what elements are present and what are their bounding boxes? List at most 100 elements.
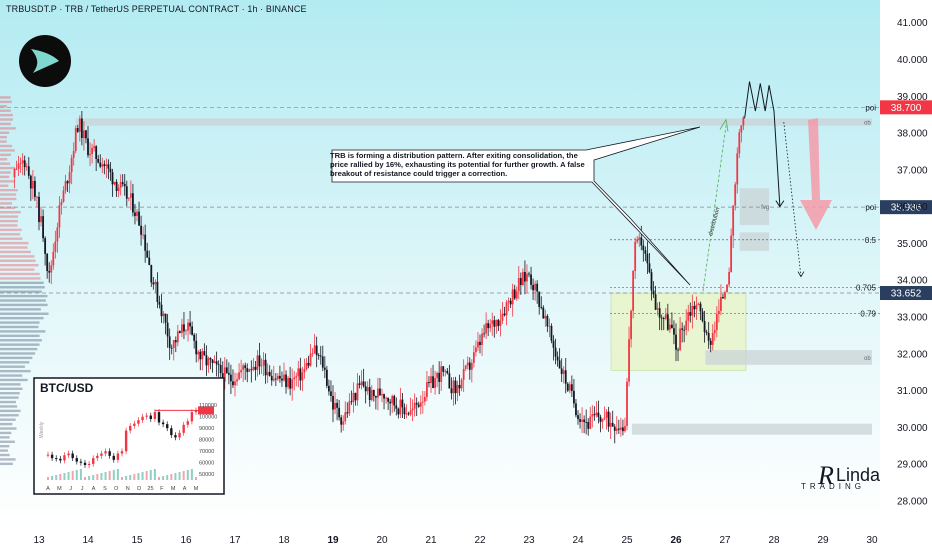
y-tick-label: 40.000 — [897, 55, 928, 66]
candle-body — [297, 368, 300, 377]
candle-body — [387, 397, 390, 402]
candle-body — [556, 356, 559, 361]
volume-profile-bar — [0, 149, 15, 152]
zones-layer: ob fvg ob — [75, 118, 872, 435]
candle-body — [191, 326, 194, 335]
volume-profile-bar — [0, 197, 17, 201]
candle-body — [252, 366, 255, 370]
candle-body — [348, 401, 351, 414]
volume-profile-bar — [0, 427, 17, 430]
candle-body — [577, 415, 579, 420]
candle-body — [428, 381, 430, 384]
price-axis-panel — [880, 0, 932, 550]
candle-body — [411, 408, 414, 411]
candle-body — [501, 313, 504, 321]
volume-profile-bar — [0, 180, 15, 183]
inset-candle — [108, 451, 111, 456]
projection-path — [744, 81, 781, 207]
candle-body — [199, 351, 202, 360]
candle-body — [72, 150, 75, 158]
inset-candle — [133, 423, 136, 426]
candle-body — [626, 381, 628, 427]
inset-candle — [145, 415, 148, 417]
candle-body — [683, 329, 686, 331]
candle-body — [399, 399, 402, 415]
candle-body — [172, 340, 175, 349]
candle-body — [46, 253, 49, 272]
candle-body — [720, 296, 722, 311]
inset-volume-bar — [59, 474, 62, 480]
volume-profile-bar — [0, 365, 25, 368]
candle-body — [379, 388, 381, 396]
candle-body — [195, 340, 198, 355]
btc-inset-chart: 110000 100000 90000 80000 70000 60000 50000 A M J… — [33, 377, 225, 495]
candle-body — [219, 365, 222, 374]
candle-body — [211, 359, 214, 363]
volume-profile-bar — [0, 400, 16, 404]
candle-body — [734, 184, 737, 206]
candle-body — [107, 164, 110, 169]
candle-body — [372, 389, 375, 397]
candle-body — [156, 281, 159, 302]
candle-body — [589, 416, 592, 429]
inset-x-tick: J — [69, 486, 72, 492]
candle-body — [332, 396, 334, 410]
candle-body — [181, 324, 183, 334]
volume-profile-bar — [0, 105, 8, 108]
candle-body — [605, 411, 608, 418]
inset-x-tick: M — [57, 486, 62, 492]
candle-body — [430, 376, 432, 384]
candle-body — [21, 160, 24, 164]
candle-body — [142, 234, 145, 236]
candle-body — [421, 401, 424, 403]
inset-volume-bar — [162, 476, 165, 480]
candle-body — [31, 180, 34, 189]
candle-body — [607, 411, 610, 427]
inset-volume-bar — [178, 472, 181, 480]
candle-body — [205, 355, 208, 366]
candle-body — [178, 331, 181, 334]
volume-profile-bar — [0, 286, 45, 289]
candle-body — [548, 325, 551, 327]
inset-volume-bar — [112, 470, 115, 480]
candle-body — [240, 369, 243, 373]
candle-body — [671, 324, 673, 329]
candle-body — [558, 360, 561, 369]
candle-body — [152, 282, 155, 285]
candle-body — [262, 359, 265, 366]
volume-profile-bar — [0, 158, 8, 161]
candle-body — [681, 328, 684, 330]
candle-body — [258, 355, 261, 367]
volume-profile-bar — [0, 343, 40, 346]
inset-volume-bar — [104, 472, 107, 480]
candle-body — [583, 419, 586, 422]
volume-profile-bar — [0, 405, 18, 408]
candle-body — [244, 365, 247, 369]
dotted-arrowhead — [797, 271, 805, 278]
inset-x-tick: O — [114, 486, 119, 492]
volume-profile-bar — [0, 392, 20, 395]
candle-body — [83, 130, 85, 139]
candle-body — [521, 271, 524, 285]
volume-profile-bar — [0, 361, 30, 364]
candle-body — [287, 378, 289, 388]
volume-profile-bar — [0, 96, 11, 99]
price-label-text: 38.700 — [891, 103, 922, 114]
candle-body — [699, 303, 702, 312]
volume-profile-bar — [0, 378, 28, 382]
inset-candle — [137, 420, 140, 424]
candle-body — [407, 413, 410, 415]
inset-volume-bar — [149, 470, 152, 480]
candle-body — [487, 323, 490, 329]
volume-profile-bar — [0, 206, 16, 210]
volume-profile-bar — [0, 188, 18, 192]
candle-body — [215, 361, 218, 365]
inset-volume-bar — [75, 470, 78, 480]
inset-x-tick: D — [137, 486, 141, 492]
inset-candle — [83, 462, 87, 466]
inset-volume-bar — [71, 471, 74, 480]
inset-y-tick: 50000 — [199, 472, 214, 478]
candle-body — [426, 381, 428, 397]
